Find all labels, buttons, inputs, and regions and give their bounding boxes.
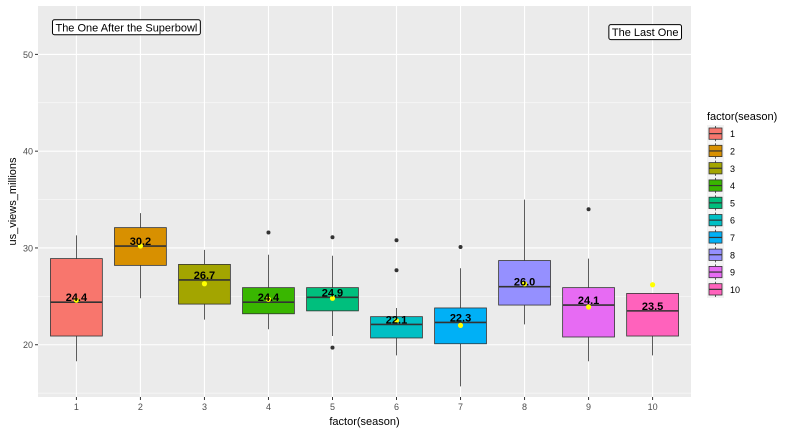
y-axis: 20 30 40 50: [23, 50, 38, 350]
box-iqr: [562, 287, 615, 338]
annotation-label: The One After the Superbowl: [55, 22, 197, 34]
mean-point: [457, 322, 464, 328]
mean-point: [521, 281, 528, 287]
legend-title: factor(season): [707, 111, 777, 123]
legend-label: 8: [730, 250, 735, 260]
mean-label: 24.9: [322, 287, 343, 299]
outlier-point: [266, 230, 271, 235]
legend-key-1: [707, 125, 724, 143]
outlier-point: [394, 238, 399, 243]
y-axis-label: us_views_millions: [7, 157, 19, 246]
y-tick-label: 50: [23, 50, 33, 60]
x-axis: 1 2 3 4 5 6 7 8 9 10: [74, 397, 658, 412]
annotation-box: [608, 24, 683, 41]
mean-label: 22.3: [450, 312, 471, 324]
x-tick-label: 5: [330, 402, 335, 412]
mean-label: 24.4: [66, 292, 88, 304]
plot-panel: [38, 6, 691, 397]
legend-key-10: [707, 280, 724, 298]
outlier-point: [330, 345, 335, 350]
mean-label: 30.2: [130, 236, 151, 248]
box-iqr: [626, 293, 679, 337]
x-tick-label: 9: [586, 402, 591, 412]
y-tick-label: 30: [23, 243, 33, 253]
box-iqr: [370, 316, 423, 339]
x-axis-label: factor(season): [329, 416, 399, 428]
mean-point: [73, 297, 80, 303]
x-tick-label: 4: [266, 402, 271, 412]
legend-label: 9: [730, 268, 735, 278]
outlier-point: [586, 207, 591, 212]
mean-label: 23.5: [642, 301, 663, 313]
legend: factor(season) 1 2 3 4 5 6 7 8 9 10: [707, 111, 777, 298]
annotation-label: The Last One: [612, 27, 679, 39]
outlier-point: [458, 244, 463, 249]
legend-key-9: [707, 263, 724, 281]
box-iqr: [50, 258, 103, 337]
legend-label: 5: [730, 198, 735, 208]
legend-label: 4: [730, 181, 735, 191]
mean-points: [73, 243, 656, 328]
x-tick-label: 3: [202, 402, 207, 412]
mean-point: [201, 281, 208, 287]
box-season-8: [498, 199, 551, 325]
legend-key-4: [707, 176, 724, 195]
x-tick-label: 6: [394, 402, 399, 412]
y-tick-label: 40: [23, 147, 33, 157]
legend-key-5: [707, 194, 724, 212]
x-tick-label: 1: [74, 402, 79, 412]
mean-label: 24.1: [578, 295, 599, 307]
mean-labels: 24.4 30.2 26.7 24.4 24.9 22.1 22.3 26.0 24.1 23.5: [66, 236, 664, 326]
legend-label: 3: [730, 164, 735, 174]
y-tick-label: 20: [23, 340, 33, 350]
box-season-1: [50, 235, 103, 362]
x-tick-label: 8: [522, 402, 527, 412]
legend-label: 10: [730, 285, 740, 295]
x-tick-label: 7: [458, 402, 463, 412]
outlier-point: [394, 268, 399, 273]
mean-label: 26.7: [194, 270, 215, 282]
mean-point: [649, 282, 656, 288]
outlier-point: [330, 235, 335, 240]
annotation-box: [51, 19, 201, 36]
mean-label: 22.1: [386, 314, 407, 326]
annotations: The One After the Superbowl The Last One: [51, 19, 683, 41]
mean-label: 24.4: [258, 292, 280, 304]
legend-label: 2: [730, 146, 735, 156]
legend-label: 6: [730, 216, 735, 226]
mean-point: [329, 295, 336, 301]
legend-key-2: [707, 142, 724, 160]
x-tick-label: 2: [138, 402, 143, 412]
legend-key-6: [707, 211, 724, 229]
mean-label: 26.0: [514, 277, 535, 289]
mean-point: [393, 317, 400, 324]
legend-key-7: [707, 228, 724, 247]
legend-label: 7: [730, 233, 735, 243]
box-season-10: [626, 293, 679, 356]
legend-label: 1: [730, 129, 735, 139]
mean-point: [137, 243, 144, 249]
legend-key-8: [707, 246, 724, 264]
mean-point: [585, 304, 592, 310]
legend-key-3: [707, 159, 724, 177]
x-tick-label: 10: [648, 402, 658, 412]
box-season-6: [370, 238, 423, 356]
mean-point: [265, 296, 272, 302]
box-season-9: [562, 207, 615, 362]
